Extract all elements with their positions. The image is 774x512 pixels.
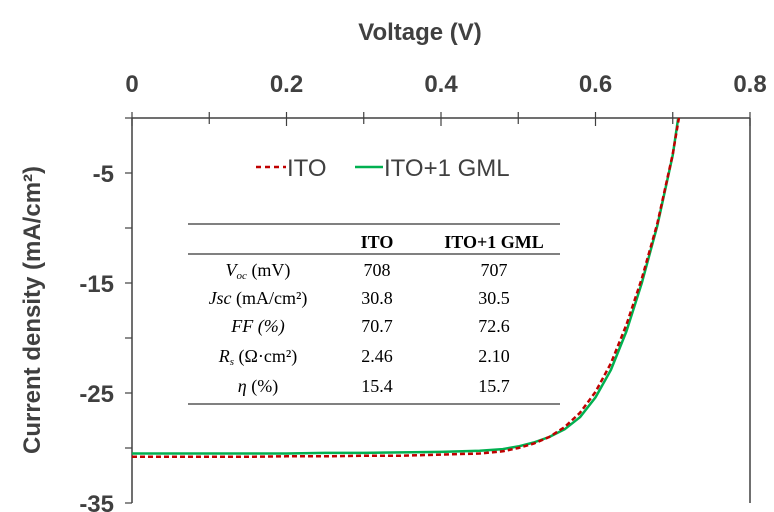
table-cell-rs-gml: 2.10 [478, 346, 510, 366]
table-cell-voc-gml: 707 [481, 260, 508, 280]
series-ito-line [132, 117, 681, 459]
table-cell-voc-ito: 708 [364, 260, 391, 280]
table-cell-ff-gml: 72.6 [478, 316, 510, 336]
y-tick-label: -5 [93, 161, 114, 188]
x-tick-label: 0.8 [733, 71, 766, 98]
table-row-label-rs: Rs (Ω·cm²) [218, 346, 298, 368]
table-cell-ff-ito: 70.7 [361, 316, 393, 336]
table-cell-rs-ito: 2.46 [361, 346, 393, 366]
x-tick-label: 0.6 [579, 71, 612, 98]
series-gml-line [132, 117, 680, 455]
x-tick-labels: 0 0.2 0.4 0.6 0.8 [125, 71, 766, 98]
y-axis-title: Current density (mA/cm²) [19, 166, 46, 454]
y-tick-label: -15 [79, 271, 114, 298]
table-row-label-voc: Voc (mV) [226, 260, 291, 282]
axis-ticks [125, 112, 751, 504]
table-cell-eta-gml: 15.7 [478, 376, 510, 396]
legend: ITO ITO+1 GML [256, 155, 510, 182]
table-header-gml: ITO+1 GML [444, 232, 543, 252]
legend-gml-label: ITO+1 GML [384, 155, 510, 182]
x-tick-label: 0.2 [270, 71, 303, 98]
table-cell-jsc-ito: 30.8 [361, 288, 393, 308]
table-row-label-eta: η (%) [238, 376, 278, 397]
y-tick-labels: -5 -15 -25 -35 [79, 161, 114, 512]
y-tick-label: -25 [79, 381, 114, 408]
x-tick-label: 0 [125, 71, 138, 98]
table-row-label-jsc: Jsc (mA/cm²) [209, 288, 308, 309]
y-tick-label: -35 [79, 491, 114, 512]
table-cell-eta-ito: 15.4 [361, 376, 393, 396]
table-row-label-ff: FF (%) [230, 316, 284, 337]
legend-ito-label: ITO [287, 155, 327, 182]
x-axis-title: Voltage (V) [358, 19, 482, 46]
series-lines [132, 117, 681, 459]
table-cell-jsc-gml: 30.5 [478, 288, 510, 308]
table-header-ito: ITO [361, 232, 394, 252]
x-tick-label: 0.4 [424, 71, 458, 98]
parameters-table: ITO ITO+1 GML Voc (mV) 708 707 Jsc (mA/c… [188, 223, 560, 405]
